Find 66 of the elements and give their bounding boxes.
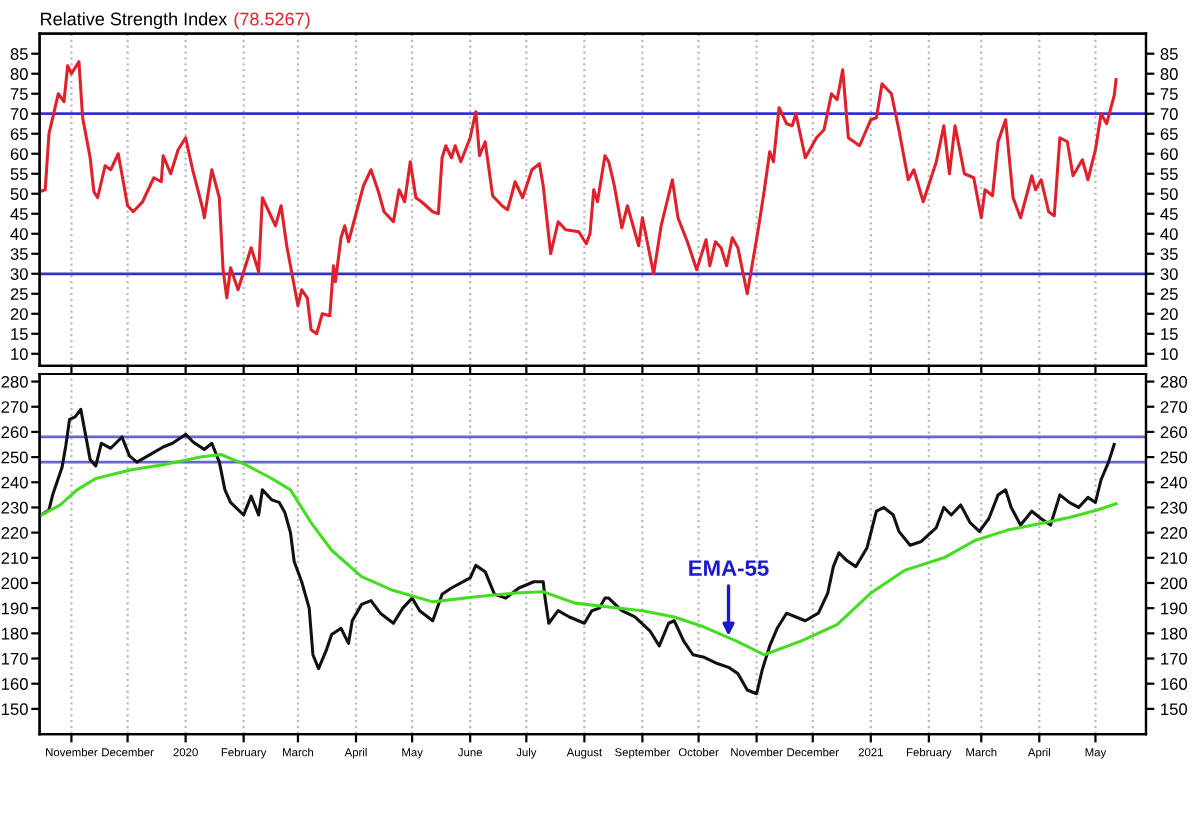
y-tick-label: 150 xyxy=(1,703,28,716)
y-tick-label: 65 xyxy=(10,128,28,140)
y-tick-label: 85 xyxy=(10,48,28,60)
y2-tick-label: 50 xyxy=(1160,188,1178,200)
y-tick-label: 200 xyxy=(1,577,28,590)
y-tick-label: 80 xyxy=(10,68,28,80)
y2-tick-label: 40 xyxy=(1160,228,1178,240)
y2-tick-label: 35 xyxy=(1160,248,1178,260)
y-tick-label: 10 xyxy=(11,348,28,360)
y2-tick-label: 70 xyxy=(1160,108,1178,120)
y-tick-label: 230 xyxy=(1,501,28,514)
y-tick-label: 250 xyxy=(1,451,28,464)
line-series xyxy=(39,453,1118,657)
y-tick-label: 210 xyxy=(1,552,28,565)
y2-tick-label: 210 xyxy=(1160,552,1188,565)
y2-tick-label: 25 xyxy=(1160,288,1178,300)
chart-subtitle: (78.5267) xyxy=(234,12,310,29)
y2-tick-label: 190 xyxy=(1161,602,1188,615)
y-tick-label: 260 xyxy=(1,426,28,439)
y2-tick-label: 10 xyxy=(1161,348,1178,360)
y2-tick-label: 15 xyxy=(1161,328,1178,340)
y2-tick-label: 30 xyxy=(1160,268,1178,280)
y-tick-label: 160 xyxy=(1,678,28,690)
y-tick-label: 170 xyxy=(1,652,28,665)
y-tick-label: 270 xyxy=(1,401,28,413)
annotation: EMA-55 xyxy=(689,560,769,576)
y2-tick-label: 240 xyxy=(1160,476,1188,489)
y2-tick-label: 65 xyxy=(1160,128,1178,140)
y-tick-label: 180 xyxy=(1,627,28,640)
y2-tick-label: 180 xyxy=(1161,627,1188,640)
y2-tick-label: 250 xyxy=(1160,451,1188,464)
y-tick-label: 280 xyxy=(1,375,28,388)
y-tick-label: 50 xyxy=(10,188,28,200)
y-tick-label: 190 xyxy=(1,602,28,615)
chart-title: Relative Strength Index xyxy=(41,12,228,29)
y2-tick-label: 85 xyxy=(1160,48,1178,60)
y-tick-label: 240 xyxy=(1,476,28,489)
y-tick-label: 70 xyxy=(10,108,28,120)
y2-tick-label: 280 xyxy=(1160,375,1188,388)
line-series xyxy=(39,407,1116,696)
y-tick-label: 15 xyxy=(11,328,28,340)
line-series xyxy=(39,60,1118,336)
y2-tick-label: 260 xyxy=(1160,426,1188,439)
y2-tick-label: 45 xyxy=(1160,208,1178,220)
y2-tick-label: 55 xyxy=(1160,168,1178,180)
y2-tick-label: 220 xyxy=(1160,527,1188,539)
y-tick-label: 20 xyxy=(10,308,28,320)
y-tick-label: 220 xyxy=(1,527,28,539)
y-tick-label: 40 xyxy=(10,228,28,240)
y2-tick-label: 270 xyxy=(1160,401,1188,413)
y2-tick-label: 170 xyxy=(1161,652,1188,665)
y2-tick-label: 160 xyxy=(1161,678,1188,690)
y2-tick-label: 75 xyxy=(1160,88,1178,100)
y-tick-label: 60 xyxy=(10,148,28,160)
y2-tick-label: 60 xyxy=(1160,148,1178,160)
y-tick-label: 75 xyxy=(10,88,28,100)
y2-tick-label: 230 xyxy=(1160,501,1188,514)
y-tick-label: 25 xyxy=(10,288,28,300)
y-tick-label: 45 xyxy=(10,208,28,220)
y2-tick-label: 150 xyxy=(1161,703,1188,716)
y-tick-label: 30 xyxy=(10,268,28,280)
y2-tick-label: 20 xyxy=(1160,308,1178,320)
y2-tick-label: 80 xyxy=(1160,68,1178,80)
y-tick-label: 55 xyxy=(10,168,28,180)
y2-tick-label: 200 xyxy=(1160,577,1188,590)
y-tick-label: 35 xyxy=(10,248,28,260)
